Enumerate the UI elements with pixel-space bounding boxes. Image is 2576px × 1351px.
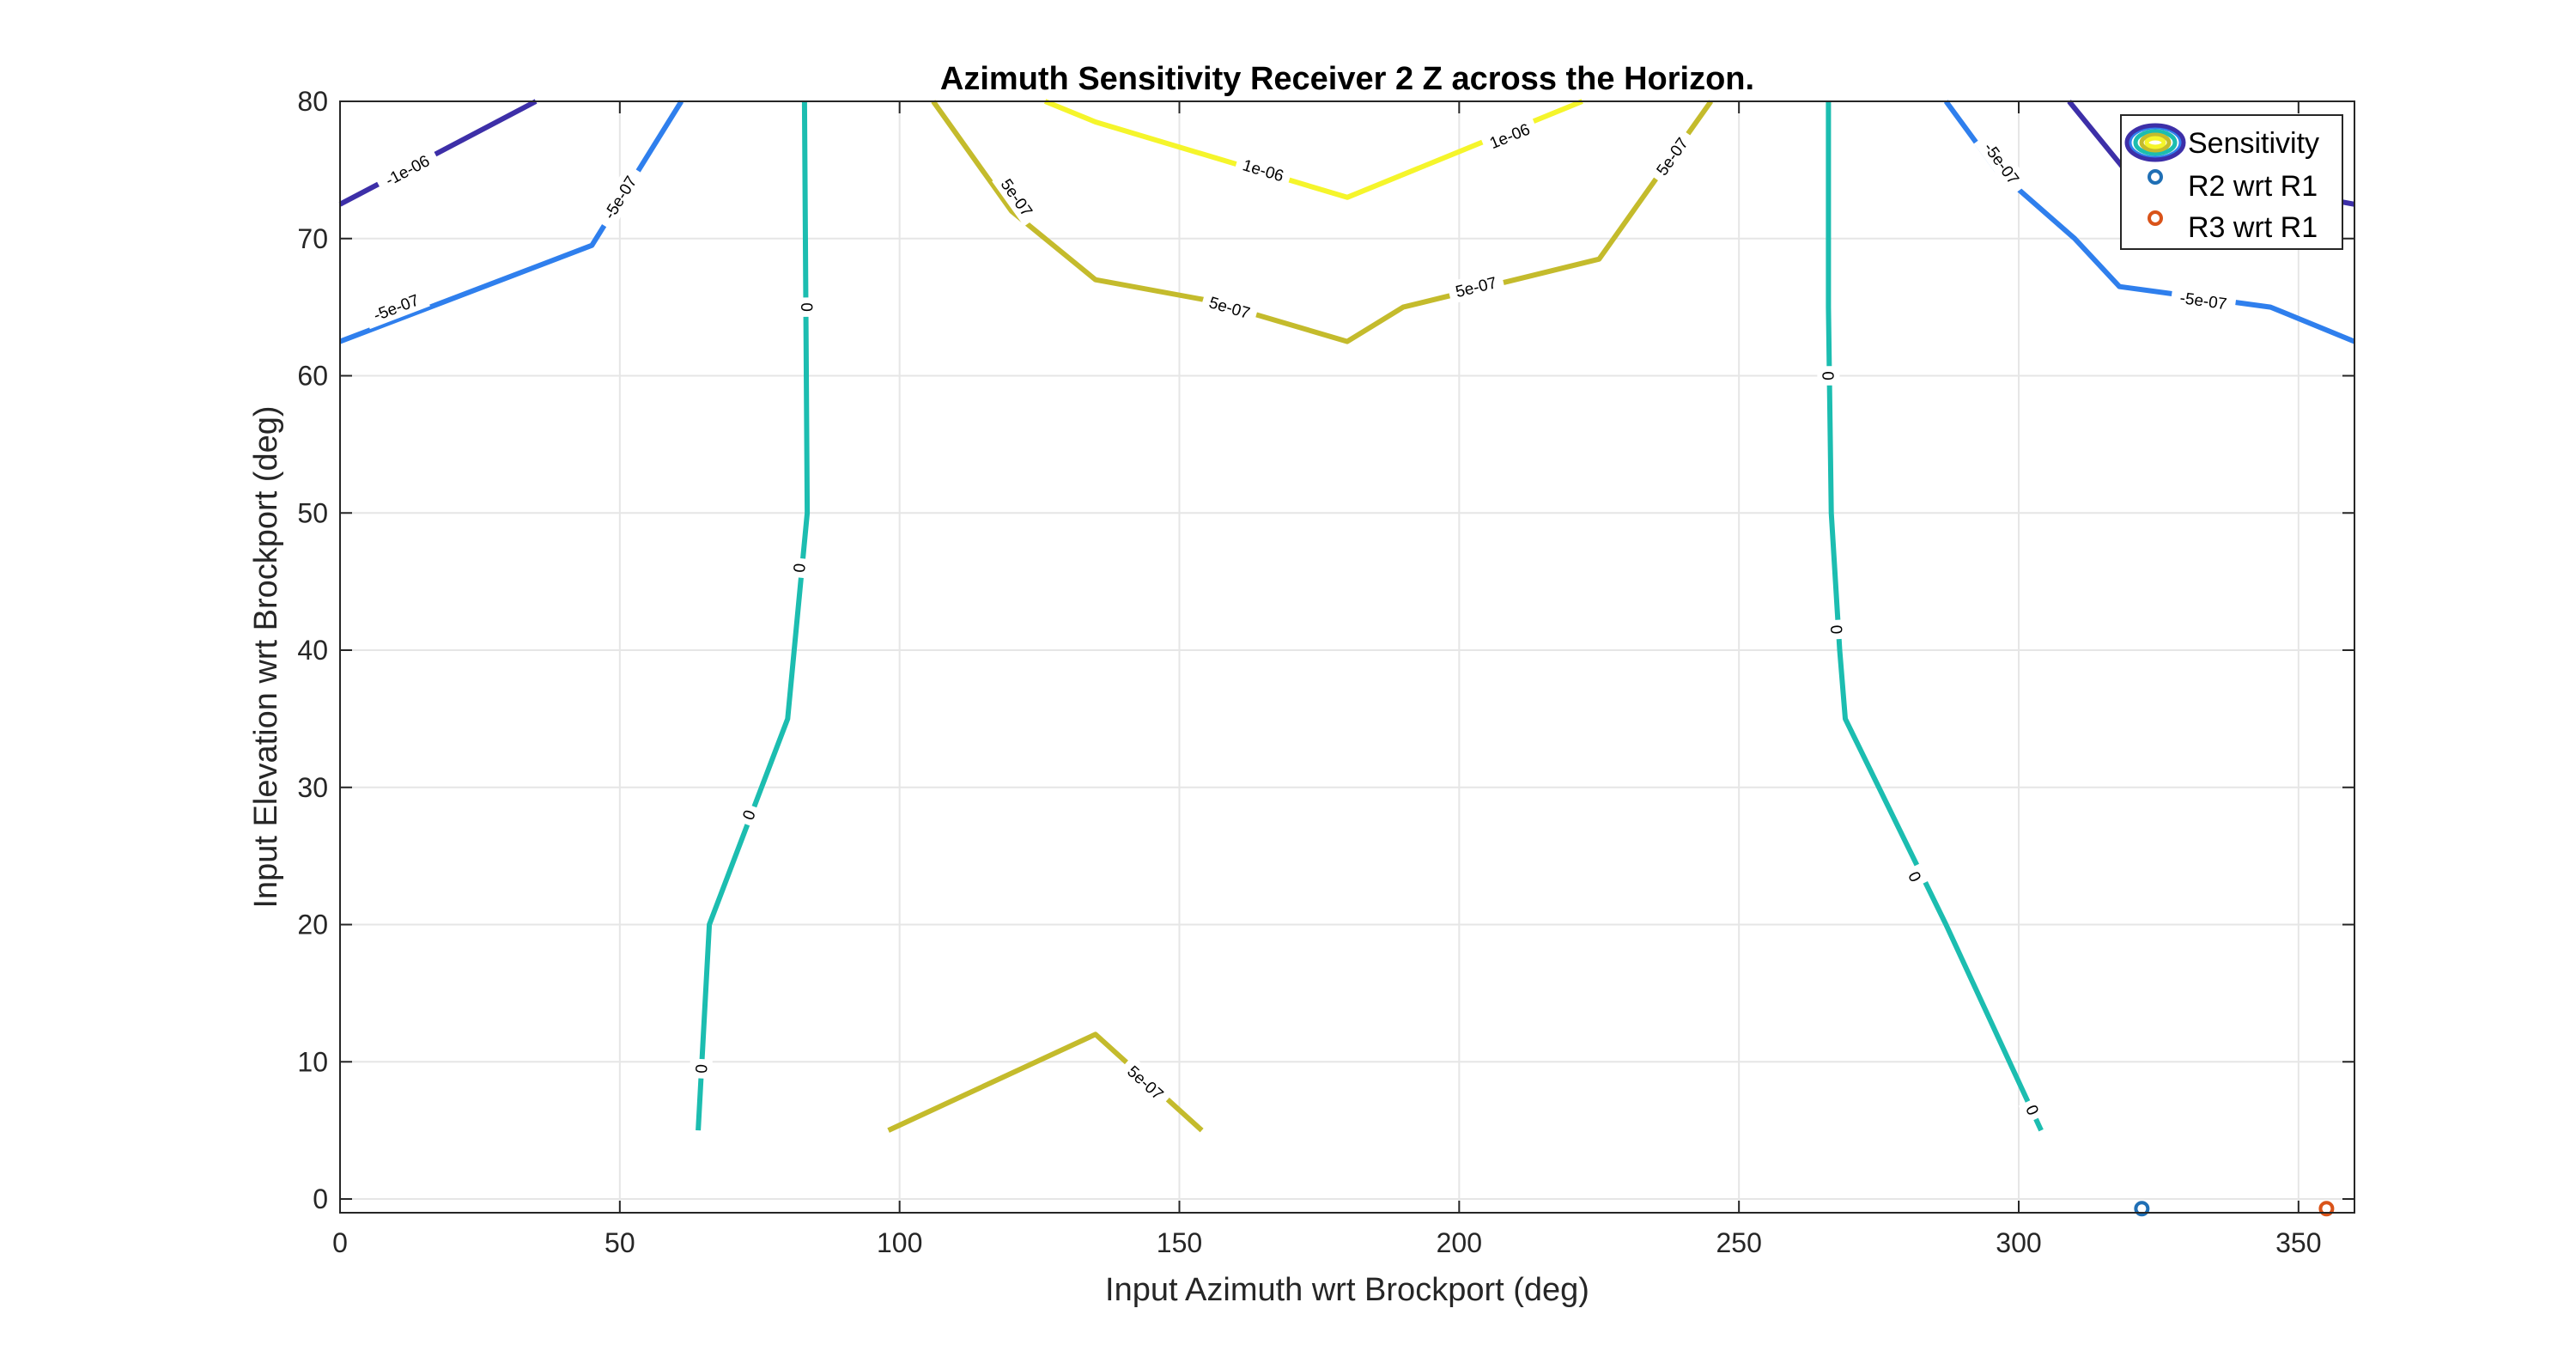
x-tick-label: 100 bbox=[877, 1227, 922, 1258]
x-tick-label: 250 bbox=[1716, 1227, 1761, 1258]
contour-line bbox=[338, 99, 538, 207]
contour-label: 0 bbox=[1900, 862, 1930, 891]
reference-point-marker bbox=[2318, 1201, 2335, 1217]
y-axis-label: Input Elevation wrt Brockport (deg) bbox=[248, 405, 284, 908]
y-tick-label: 60 bbox=[297, 361, 328, 392]
reference-points bbox=[2134, 1201, 2335, 1217]
y-tick-label: 70 bbox=[297, 223, 328, 254]
chart-title: Azimuth Sensitivity Receiver 2 Z across … bbox=[940, 61, 1754, 97]
legend-point-icon bbox=[2148, 210, 2163, 226]
contour-label-background bbox=[689, 1058, 713, 1080]
legend-entry-label: Sensitivity bbox=[2188, 127, 2319, 160]
plot-area bbox=[340, 101, 2354, 1213]
x-tick-label: 200 bbox=[1437, 1227, 1482, 1258]
y-tick-label: 30 bbox=[297, 772, 328, 803]
x-tick-label: 350 bbox=[2275, 1227, 2321, 1258]
contour-label-background bbox=[796, 297, 819, 317]
contour-label-background bbox=[2018, 1096, 2047, 1123]
contour-label-background bbox=[592, 164, 647, 231]
y-tick-label: 40 bbox=[297, 635, 328, 666]
x-tick-label: 50 bbox=[605, 1227, 635, 1258]
contour-label-background bbox=[1646, 127, 1698, 186]
legend-entry-label: R3 wrt R1 bbox=[2188, 211, 2318, 244]
contour-label-text: 0 bbox=[797, 302, 815, 312]
contour-label-text: 0 bbox=[1818, 371, 1836, 380]
contour-label-text: 0 bbox=[1826, 624, 1845, 635]
contour-label-background bbox=[373, 144, 441, 195]
legend-point-icon bbox=[2148, 169, 2163, 185]
contour-label-background bbox=[1117, 1055, 1175, 1110]
x-axis-label: Input Azimuth wrt Brockport (deg) bbox=[1105, 1272, 1589, 1308]
contour-label-background bbox=[1200, 289, 1260, 326]
contour-line bbox=[2067, 100, 2128, 172]
contour-label-text: 0 bbox=[693, 1064, 712, 1074]
legend-contour-icon bbox=[2133, 129, 2178, 156]
contour-label-background bbox=[361, 285, 430, 330]
legend-contour-icon bbox=[2124, 123, 2186, 162]
x-tick-label: 150 bbox=[1157, 1227, 1202, 1258]
contour-line bbox=[1043, 99, 1583, 200]
contour-label: 0 bbox=[734, 801, 762, 828]
contour-line bbox=[338, 100, 684, 344]
legend-contour-icon bbox=[2144, 136, 2166, 149]
contour-label-background bbox=[734, 801, 762, 828]
contour-label: -5e-07 bbox=[2170, 284, 2238, 316]
plot-frame bbox=[339, 100, 2355, 1214]
contour-line bbox=[1826, 101, 2044, 1132]
contour-label: 0 bbox=[1817, 366, 1840, 386]
contour-label-background bbox=[1973, 130, 2031, 196]
contour-label-background bbox=[1446, 269, 1506, 305]
legend: Sensitivity R2 wrt R1 R3 wrt R1 bbox=[2120, 114, 2343, 250]
y-tick-label: 50 bbox=[297, 497, 328, 528]
grid-lines bbox=[339, 100, 2354, 1213]
y-tick-label: 0 bbox=[313, 1184, 328, 1214]
legend-entry-label: R2 wrt R1 bbox=[2188, 170, 2318, 203]
contour-label-background bbox=[1817, 366, 1840, 386]
contour-label: 0 bbox=[2018, 1096, 2047, 1123]
contour-label-background bbox=[787, 557, 811, 579]
contour-label-background bbox=[1825, 618, 1849, 641]
contour-label-background bbox=[2170, 284, 2238, 316]
contour-label-background bbox=[992, 167, 1042, 227]
contour-label: 0 bbox=[1825, 618, 1849, 641]
contour-label-background bbox=[1479, 114, 1540, 157]
contour-label: 0 bbox=[689, 1058, 713, 1080]
contour-label: 0 bbox=[787, 557, 811, 579]
legend-contour-icon bbox=[2139, 132, 2172, 153]
y-tick-label: 10 bbox=[297, 1046, 328, 1077]
x-tick-label: 0 bbox=[332, 1227, 348, 1258]
contour-label-text: 0 bbox=[791, 563, 810, 574]
y-tick-label: 80 bbox=[297, 86, 328, 117]
x-tick-label: 300 bbox=[1996, 1227, 2041, 1258]
y-tick-label: 20 bbox=[297, 910, 328, 940]
x-axis-ticks: 0 50 100 150 200 250 300 350 bbox=[332, 101, 2322, 1258]
contour-label-background bbox=[1233, 151, 1293, 189]
contour-label-background bbox=[1900, 862, 1930, 891]
contour-label: 0 bbox=[796, 297, 819, 317]
y-axis-ticks: 0 10 20 30 40 50 60 70 80 bbox=[297, 86, 2354, 1214]
reference-point-marker bbox=[2134, 1201, 2150, 1217]
contour-line bbox=[696, 100, 811, 1131]
